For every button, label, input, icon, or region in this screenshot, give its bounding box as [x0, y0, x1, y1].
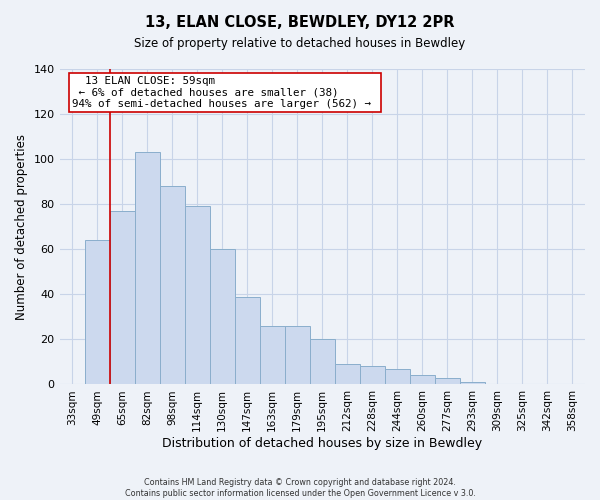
Bar — [160, 186, 185, 384]
Text: 13 ELAN CLOSE: 59sqm
 ← 6% of detached houses are smaller (38)
94% of semi-detac: 13 ELAN CLOSE: 59sqm ← 6% of detached ho… — [72, 76, 377, 109]
Bar — [209, 250, 235, 384]
Bar — [235, 296, 260, 384]
Bar — [185, 206, 209, 384]
Text: Size of property relative to detached houses in Bewdley: Size of property relative to detached ho… — [134, 38, 466, 51]
Text: 13, ELAN CLOSE, BEWDLEY, DY12 2PR: 13, ELAN CLOSE, BEWDLEY, DY12 2PR — [145, 15, 455, 30]
Y-axis label: Number of detached properties: Number of detached properties — [15, 134, 28, 320]
Bar — [310, 340, 335, 384]
Bar — [435, 378, 460, 384]
Bar — [385, 368, 410, 384]
Bar — [110, 211, 134, 384]
Bar — [285, 326, 310, 384]
Bar — [85, 240, 110, 384]
Bar — [134, 152, 160, 384]
X-axis label: Distribution of detached houses by size in Bewdley: Distribution of detached houses by size … — [162, 437, 482, 450]
Bar — [260, 326, 285, 384]
Bar — [410, 376, 435, 384]
Text: Contains HM Land Registry data © Crown copyright and database right 2024.
Contai: Contains HM Land Registry data © Crown c… — [125, 478, 475, 498]
Bar — [335, 364, 360, 384]
Bar — [460, 382, 485, 384]
Bar — [360, 366, 385, 384]
